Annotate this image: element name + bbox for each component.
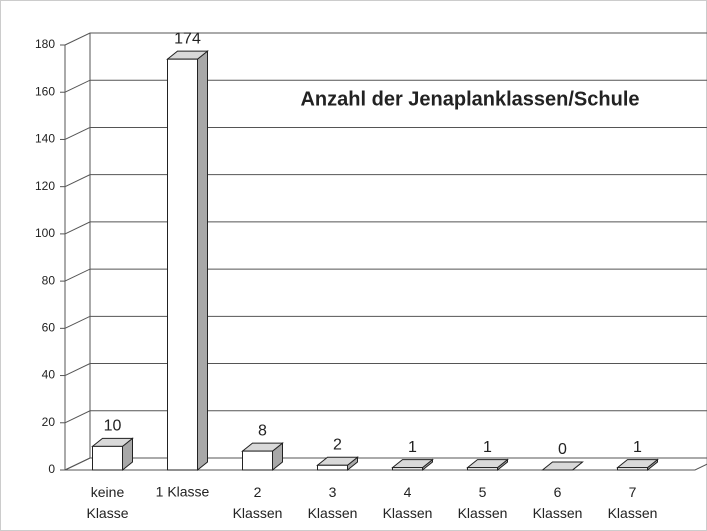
- bar-front: [467, 467, 498, 471]
- bar-front: [167, 58, 198, 471]
- y-tick-label: 80: [42, 273, 56, 287]
- y-tick-label: 100: [35, 226, 55, 240]
- grid-line: [64, 315, 707, 329]
- x-tick-label: 6 Klassen: [533, 484, 583, 521]
- bar-top: [541, 461, 584, 471]
- grid-line: [64, 268, 707, 282]
- y-tick-label: 160: [35, 84, 55, 98]
- data-label: 174: [174, 30, 201, 47]
- bar: [91, 437, 134, 472]
- x-tick-label: keine Klasse: [86, 484, 128, 521]
- bar-side: [197, 50, 208, 472]
- bar: [391, 458, 434, 472]
- y-tick-label: 120: [35, 179, 55, 193]
- bar: [466, 458, 509, 472]
- grid-line: [64, 174, 707, 188]
- bar: [316, 456, 359, 472]
- x-tick-label: 1 Klasse: [156, 484, 210, 500]
- x-tick-label: 7 Klassen: [608, 484, 658, 521]
- chart-title: Anzahl der Jenaplanklassen/Schule: [300, 88, 639, 110]
- y-tick-label: 20: [42, 415, 56, 429]
- grid-line: [64, 221, 707, 235]
- grid-line: [64, 126, 707, 140]
- bar-front: [242, 450, 273, 471]
- grid-line: [64, 363, 707, 377]
- y-tick-label: 60: [42, 321, 56, 335]
- x-tick-label: 2 Klassen: [233, 484, 283, 521]
- data-label: 8: [258, 422, 267, 439]
- data-label: 1: [408, 439, 417, 456]
- x-tick-label: 3 Klassen: [308, 484, 358, 521]
- data-label: 1: [633, 439, 642, 456]
- grid-line: [64, 32, 707, 46]
- data-label: 1: [483, 439, 492, 456]
- bar-front: [617, 467, 648, 471]
- data-label: 0: [558, 441, 567, 458]
- bar: [616, 458, 659, 472]
- bar: [241, 442, 284, 472]
- x-tick-label: 4 Klassen: [383, 484, 433, 521]
- x-tick-label: 5 Klassen: [458, 484, 508, 521]
- y-tick-label: 140: [35, 132, 55, 146]
- bar-front: [317, 464, 348, 471]
- y-tick-label: 0: [48, 462, 55, 476]
- grid-line: [64, 79, 707, 93]
- data-label: 2: [333, 436, 342, 453]
- bar-front: [392, 467, 423, 471]
- bar: [541, 461, 584, 471]
- grid-line: [64, 410, 707, 424]
- y-tick-label: 180: [35, 37, 55, 51]
- grid-line: [64, 457, 707, 471]
- bar: [166, 50, 209, 472]
- bar-front: [92, 445, 123, 471]
- y-tick-label: 40: [42, 368, 56, 382]
- data-label: 10: [104, 418, 122, 435]
